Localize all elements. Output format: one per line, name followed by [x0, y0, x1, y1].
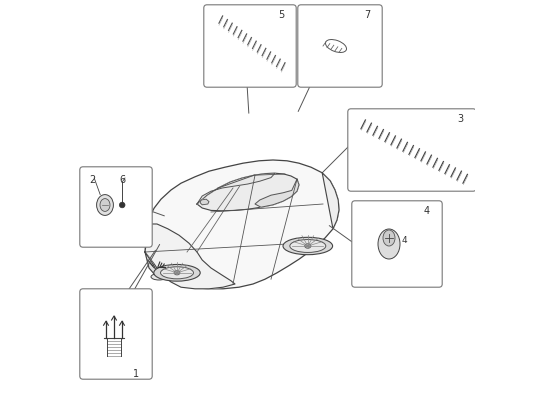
- Text: 6: 6: [119, 175, 125, 185]
- Ellipse shape: [326, 40, 346, 52]
- Polygon shape: [322, 173, 339, 229]
- Polygon shape: [145, 160, 339, 289]
- FancyBboxPatch shape: [298, 5, 382, 87]
- Circle shape: [119, 202, 125, 208]
- Polygon shape: [197, 173, 275, 204]
- Polygon shape: [200, 199, 209, 205]
- Text: 1: 1: [133, 369, 139, 379]
- Ellipse shape: [161, 267, 194, 279]
- Polygon shape: [197, 173, 299, 211]
- Ellipse shape: [97, 194, 113, 215]
- Text: 7: 7: [364, 10, 370, 20]
- Ellipse shape: [383, 230, 395, 246]
- Ellipse shape: [154, 264, 200, 281]
- Ellipse shape: [305, 244, 311, 248]
- Text: 2: 2: [89, 175, 95, 185]
- Ellipse shape: [283, 237, 333, 255]
- Text: 3: 3: [458, 114, 464, 124]
- Text: 5: 5: [278, 10, 284, 20]
- FancyBboxPatch shape: [348, 109, 476, 191]
- Polygon shape: [145, 224, 235, 289]
- Text: 4: 4: [402, 236, 408, 245]
- Text: 4: 4: [424, 206, 430, 216]
- FancyBboxPatch shape: [80, 289, 152, 379]
- FancyBboxPatch shape: [352, 201, 442, 287]
- Ellipse shape: [151, 274, 167, 280]
- Ellipse shape: [100, 198, 110, 211]
- Polygon shape: [255, 179, 299, 207]
- Polygon shape: [145, 252, 157, 274]
- Ellipse shape: [290, 240, 326, 252]
- Ellipse shape: [174, 271, 180, 275]
- FancyBboxPatch shape: [80, 167, 152, 247]
- Ellipse shape: [378, 229, 400, 259]
- FancyBboxPatch shape: [204, 5, 296, 87]
